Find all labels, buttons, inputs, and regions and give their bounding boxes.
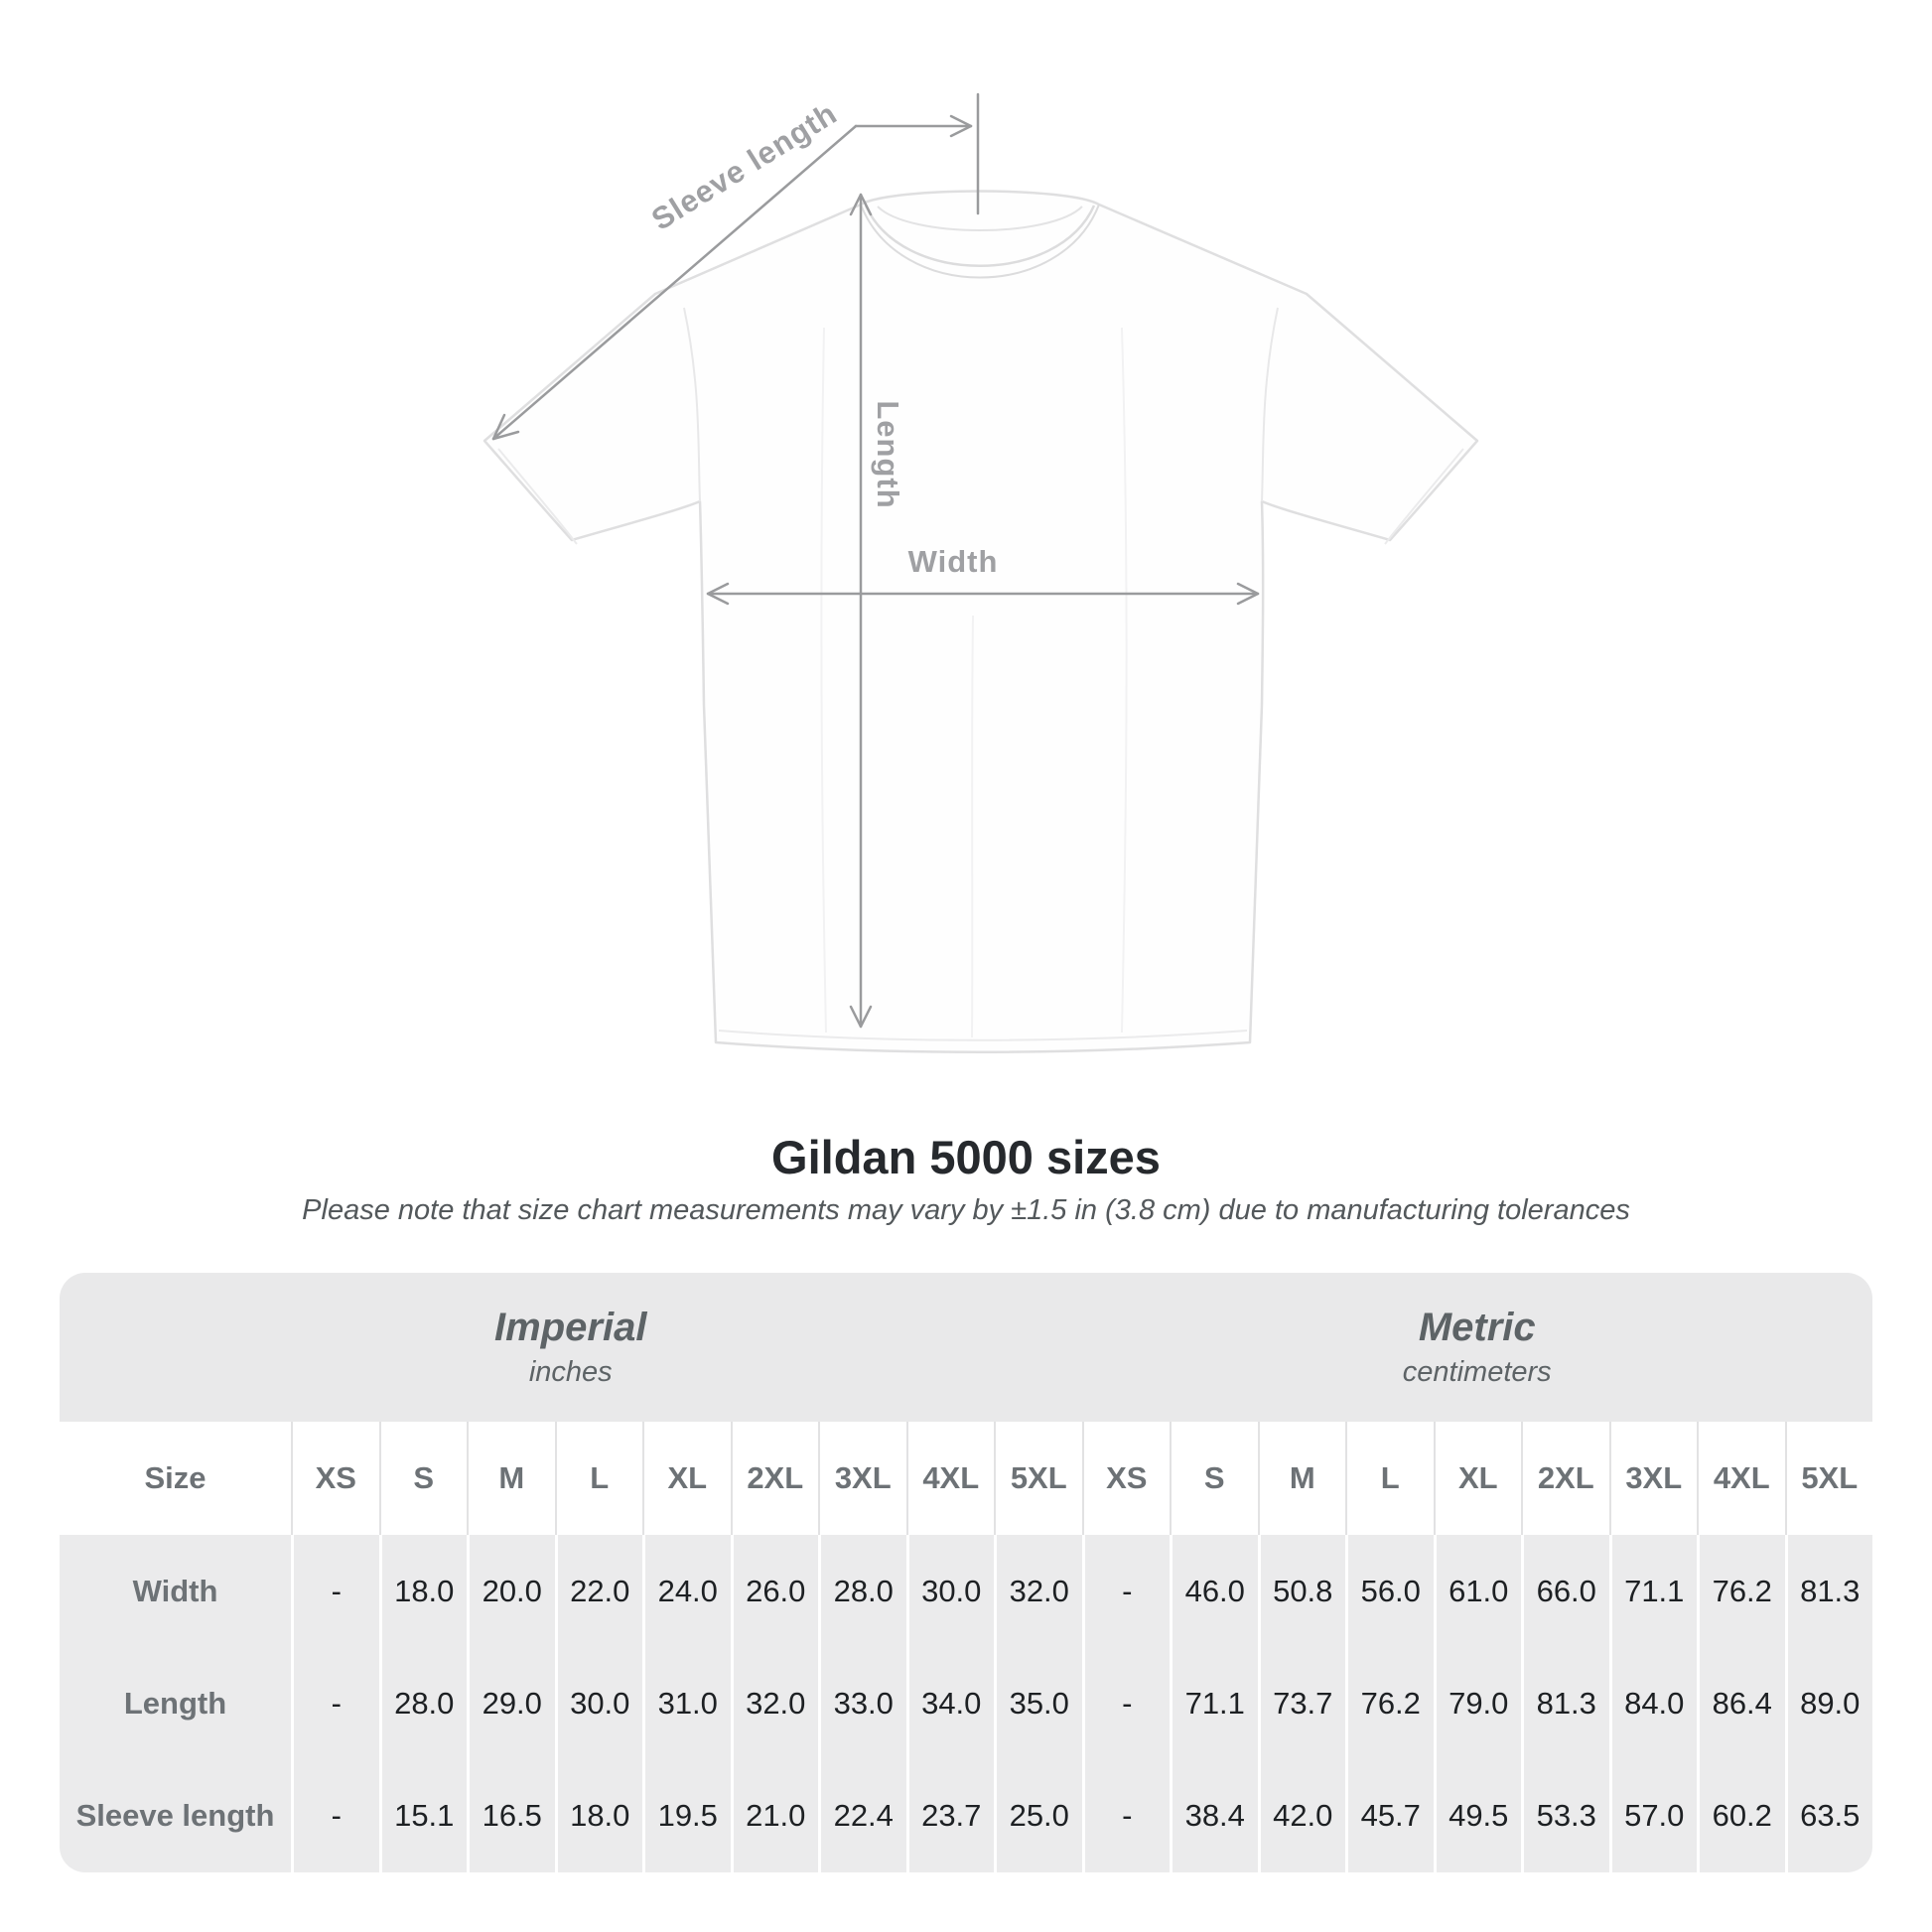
value-cell-imperial: 26.0: [730, 1535, 818, 1648]
value-cell-metric: 66.0: [1521, 1535, 1609, 1648]
value-cell-imperial: 25.0: [994, 1759, 1082, 1872]
value-cell-metric: 57.0: [1608, 1759, 1697, 1872]
metric-unit: centimeters: [1402, 1356, 1552, 1388]
value-cell-metric: 63.5: [1784, 1759, 1872, 1872]
value-cell-imperial: 20.0: [467, 1535, 555, 1648]
value-cell-metric: -: [1081, 1647, 1170, 1760]
value-cell-imperial: 28.0: [818, 1535, 906, 1648]
value-cell-metric: -: [1081, 1759, 1170, 1872]
size-header-metric-XS: XS: [1081, 1422, 1170, 1535]
value-cell-imperial: 21.0: [730, 1759, 818, 1872]
value-cell-metric: 71.1: [1170, 1647, 1258, 1760]
value-cell-metric: 76.2: [1345, 1647, 1434, 1760]
value-cell-imperial: -: [291, 1535, 379, 1648]
value-cell-imperial: 18.0: [378, 1535, 467, 1648]
length-arrow: [849, 193, 873, 1029]
value-cell-imperial: 22.0: [554, 1535, 642, 1648]
value-cell-imperial: 30.0: [554, 1647, 642, 1760]
value-cell-metric: 86.4: [1697, 1647, 1785, 1760]
value-cell-metric: 81.3: [1784, 1535, 1872, 1648]
metric-section-header: Metric centimeters: [1081, 1273, 1872, 1422]
value-cell-imperial: 24.0: [642, 1535, 731, 1648]
imperial-unit: inches: [528, 1356, 613, 1388]
value-cell-metric: 38.4: [1170, 1759, 1258, 1872]
value-cell-imperial: 28.0: [378, 1647, 467, 1760]
value-cell-imperial: 35.0: [994, 1647, 1082, 1760]
tshirt-illustration: [483, 92, 1479, 1053]
value-cell-imperial: 32.0: [730, 1647, 818, 1760]
value-cell-imperial: 34.0: [905, 1647, 994, 1760]
value-cell-metric: 71.1: [1608, 1535, 1697, 1648]
value-cell-metric: -: [1081, 1535, 1170, 1648]
size-header-metric-XL: XL: [1433, 1422, 1521, 1535]
size-header-metric-M: M: [1257, 1422, 1345, 1535]
value-cell-imperial: 18.0: [554, 1759, 642, 1872]
tshirt-shape: [483, 190, 1479, 1053]
value-cell-imperial: 22.4: [818, 1759, 906, 1872]
value-cell-imperial: 15.1: [378, 1759, 467, 1872]
value-cell-imperial: 19.5: [642, 1759, 731, 1872]
size-header-imperial-3XL: 3XL: [818, 1422, 906, 1535]
row-label: Sleeve length: [60, 1759, 291, 1872]
width-arrow: [706, 582, 1260, 606]
tshirt-measurement-diagram: Sleeve length Length Width: [483, 92, 1479, 1053]
sleeve-length-arrow: [491, 92, 980, 441]
size-header-metric-2XL: 2XL: [1521, 1422, 1609, 1535]
value-cell-metric: 73.7: [1257, 1647, 1345, 1760]
value-cell-metric: 42.0: [1257, 1759, 1345, 1872]
size-header-imperial-M: M: [467, 1422, 555, 1535]
value-cell-imperial: 16.5: [467, 1759, 555, 1872]
size-table: Imperial inches Metric centimeters Size X…: [60, 1273, 1872, 1872]
size-column-header: Size: [60, 1422, 291, 1535]
value-cell-metric: 46.0: [1170, 1535, 1258, 1648]
value-cell-imperial: 33.0: [818, 1647, 906, 1760]
width-label: Width: [907, 544, 999, 579]
size-header-imperial-L: L: [554, 1422, 642, 1535]
size-header-metric-4XL: 4XL: [1697, 1422, 1785, 1535]
imperial-title: Imperial: [494, 1306, 647, 1349]
value-cell-metric: 61.0: [1433, 1535, 1521, 1648]
size-header-imperial-5XL: 5XL: [994, 1422, 1082, 1535]
imperial-section-header: Imperial inches: [60, 1273, 1082, 1422]
tolerance-note: Please note that size chart measurements…: [302, 1194, 1630, 1226]
size-header-imperial-XS: XS: [291, 1422, 379, 1535]
size-header-metric-L: L: [1345, 1422, 1434, 1535]
value-cell-metric: 50.8: [1257, 1535, 1345, 1648]
value-cell-imperial: 30.0: [905, 1535, 994, 1648]
value-cell-imperial: 32.0: [994, 1535, 1082, 1648]
value-cell-metric: 49.5: [1433, 1759, 1521, 1872]
size-header-metric-3XL: 3XL: [1608, 1422, 1697, 1535]
size-header-metric-5XL: 5XL: [1784, 1422, 1872, 1535]
size-header-imperial-XL: XL: [642, 1422, 731, 1535]
value-cell-metric: 89.0: [1784, 1647, 1872, 1760]
value-cell-metric: 60.2: [1697, 1759, 1785, 1872]
value-cell-metric: 79.0: [1433, 1647, 1521, 1760]
value-cell-metric: 84.0: [1608, 1647, 1697, 1760]
size-header-imperial-S: S: [378, 1422, 467, 1535]
value-cell-metric: 76.2: [1697, 1535, 1785, 1648]
value-cell-imperial: 29.0: [467, 1647, 555, 1760]
value-cell-imperial: 31.0: [642, 1647, 731, 1760]
value-cell-metric: 56.0: [1345, 1535, 1434, 1648]
value-cell-metric: 53.3: [1521, 1759, 1609, 1872]
size-header-imperial-4XL: 4XL: [905, 1422, 994, 1535]
value-cell-metric: 45.7: [1345, 1759, 1434, 1872]
metric-title: Metric: [1418, 1306, 1536, 1349]
value-cell-imperial: -: [291, 1647, 379, 1760]
size-header-imperial-2XL: 2XL: [730, 1422, 818, 1535]
length-label: Length: [871, 400, 905, 509]
value-cell-imperial: -: [291, 1759, 379, 1872]
value-cell-imperial: 23.7: [905, 1759, 994, 1872]
size-header-metric-S: S: [1170, 1422, 1258, 1535]
page-title: Gildan 5000 sizes: [771, 1131, 1161, 1183]
row-label: Width: [60, 1535, 291, 1648]
row-label: Length: [60, 1647, 291, 1760]
value-cell-metric: 81.3: [1521, 1647, 1609, 1760]
